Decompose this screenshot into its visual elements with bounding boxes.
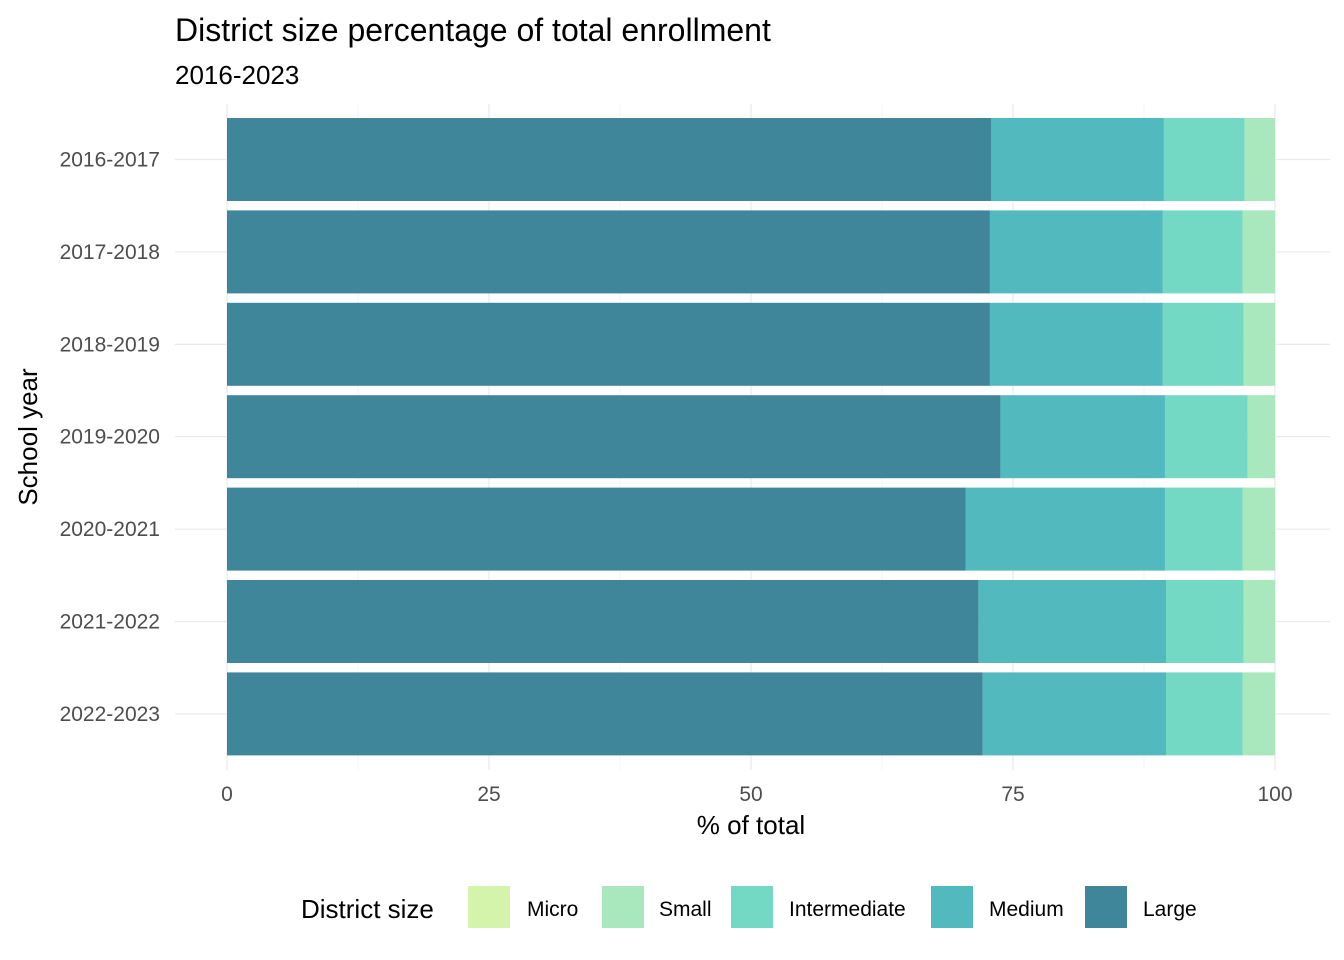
bar-segment-small <box>1243 580 1275 663</box>
y-tick-label: 2022-2023 <box>60 703 160 726</box>
bar-segment-medium <box>978 580 1167 663</box>
bar-segment-large <box>227 302 990 386</box>
bar-segment-small <box>1242 210 1275 294</box>
x-tick-label: 0 <box>221 783 233 806</box>
y-tick-label: 2018-2019 <box>60 333 160 356</box>
bar-segment-medium <box>965 487 1165 571</box>
x-tick-label: 50 <box>739 783 762 806</box>
bar-segment-large <box>227 210 990 294</box>
legend-key-medium <box>931 886 973 928</box>
bar-segment-small <box>1242 487 1275 571</box>
legend-label: Large <box>1143 898 1197 921</box>
chart-title: District size percentage of total enroll… <box>175 12 771 48</box>
x-tick-labels: 0 25 50 75 100 <box>221 783 1292 806</box>
y-tick-label: 2020-2021 <box>60 518 160 541</box>
legend-key-intermediate <box>731 886 773 928</box>
y-tick-labels: 2016-2017 2017-2018 2018-2019 2019-2020 2020… <box>60 149 160 726</box>
x-axis-title: % of total <box>697 810 805 840</box>
legend-label: Medium <box>989 898 1064 921</box>
x-tick-label: 25 <box>477 783 500 806</box>
bar-segment-medium <box>1000 395 1165 479</box>
bar-segment-intermediate <box>1163 118 1245 201</box>
bar-segment-large <box>227 487 966 571</box>
legend-key-small <box>602 886 644 928</box>
legend-key-micro <box>468 886 510 928</box>
legend-title: District size <box>301 894 434 924</box>
x-tick-label: 75 <box>1001 783 1024 806</box>
bar-segment-medium <box>990 118 1164 201</box>
y-axis-title: School year <box>13 368 43 506</box>
bar-segment-medium <box>982 672 1167 756</box>
bar-segment-intermediate <box>1164 395 1248 479</box>
bar-segment-small <box>1243 302 1275 386</box>
legend-label: Intermediate <box>789 898 906 921</box>
bar-segment-small <box>1242 672 1275 756</box>
legend: Micro Small Intermediate Medium Large <box>468 886 1197 928</box>
bar-segment-large <box>227 118 991 201</box>
bar-segment-medium <box>989 210 1163 294</box>
x-tick-label: 100 <box>1257 783 1292 806</box>
bar-segment-intermediate <box>1162 302 1244 386</box>
y-tick-label: 2021-2022 <box>60 611 160 634</box>
bar-segment-intermediate <box>1166 672 1243 756</box>
bar-segment-medium <box>989 302 1163 386</box>
bar-segment-large <box>227 672 983 756</box>
bar-segment-large <box>227 580 979 663</box>
legend-label: Micro <box>527 898 578 921</box>
bar-segment-intermediate <box>1162 210 1243 294</box>
bar-segment-intermediate <box>1164 487 1243 571</box>
y-tick-label: 2017-2018 <box>60 241 160 264</box>
bars <box>227 118 1275 756</box>
bar-segment-small <box>1247 395 1275 479</box>
legend-key-large <box>1085 886 1127 928</box>
bar-segment-large <box>227 395 1001 479</box>
y-tick-label: 2016-2017 <box>60 149 160 172</box>
bar-segment-small <box>1244 118 1275 201</box>
bar-segment-intermediate <box>1166 580 1244 663</box>
chart-subtitle: 2016-2023 <box>175 60 299 90</box>
y-tick-label: 2019-2020 <box>60 426 160 449</box>
legend-label: Small <box>659 898 712 921</box>
